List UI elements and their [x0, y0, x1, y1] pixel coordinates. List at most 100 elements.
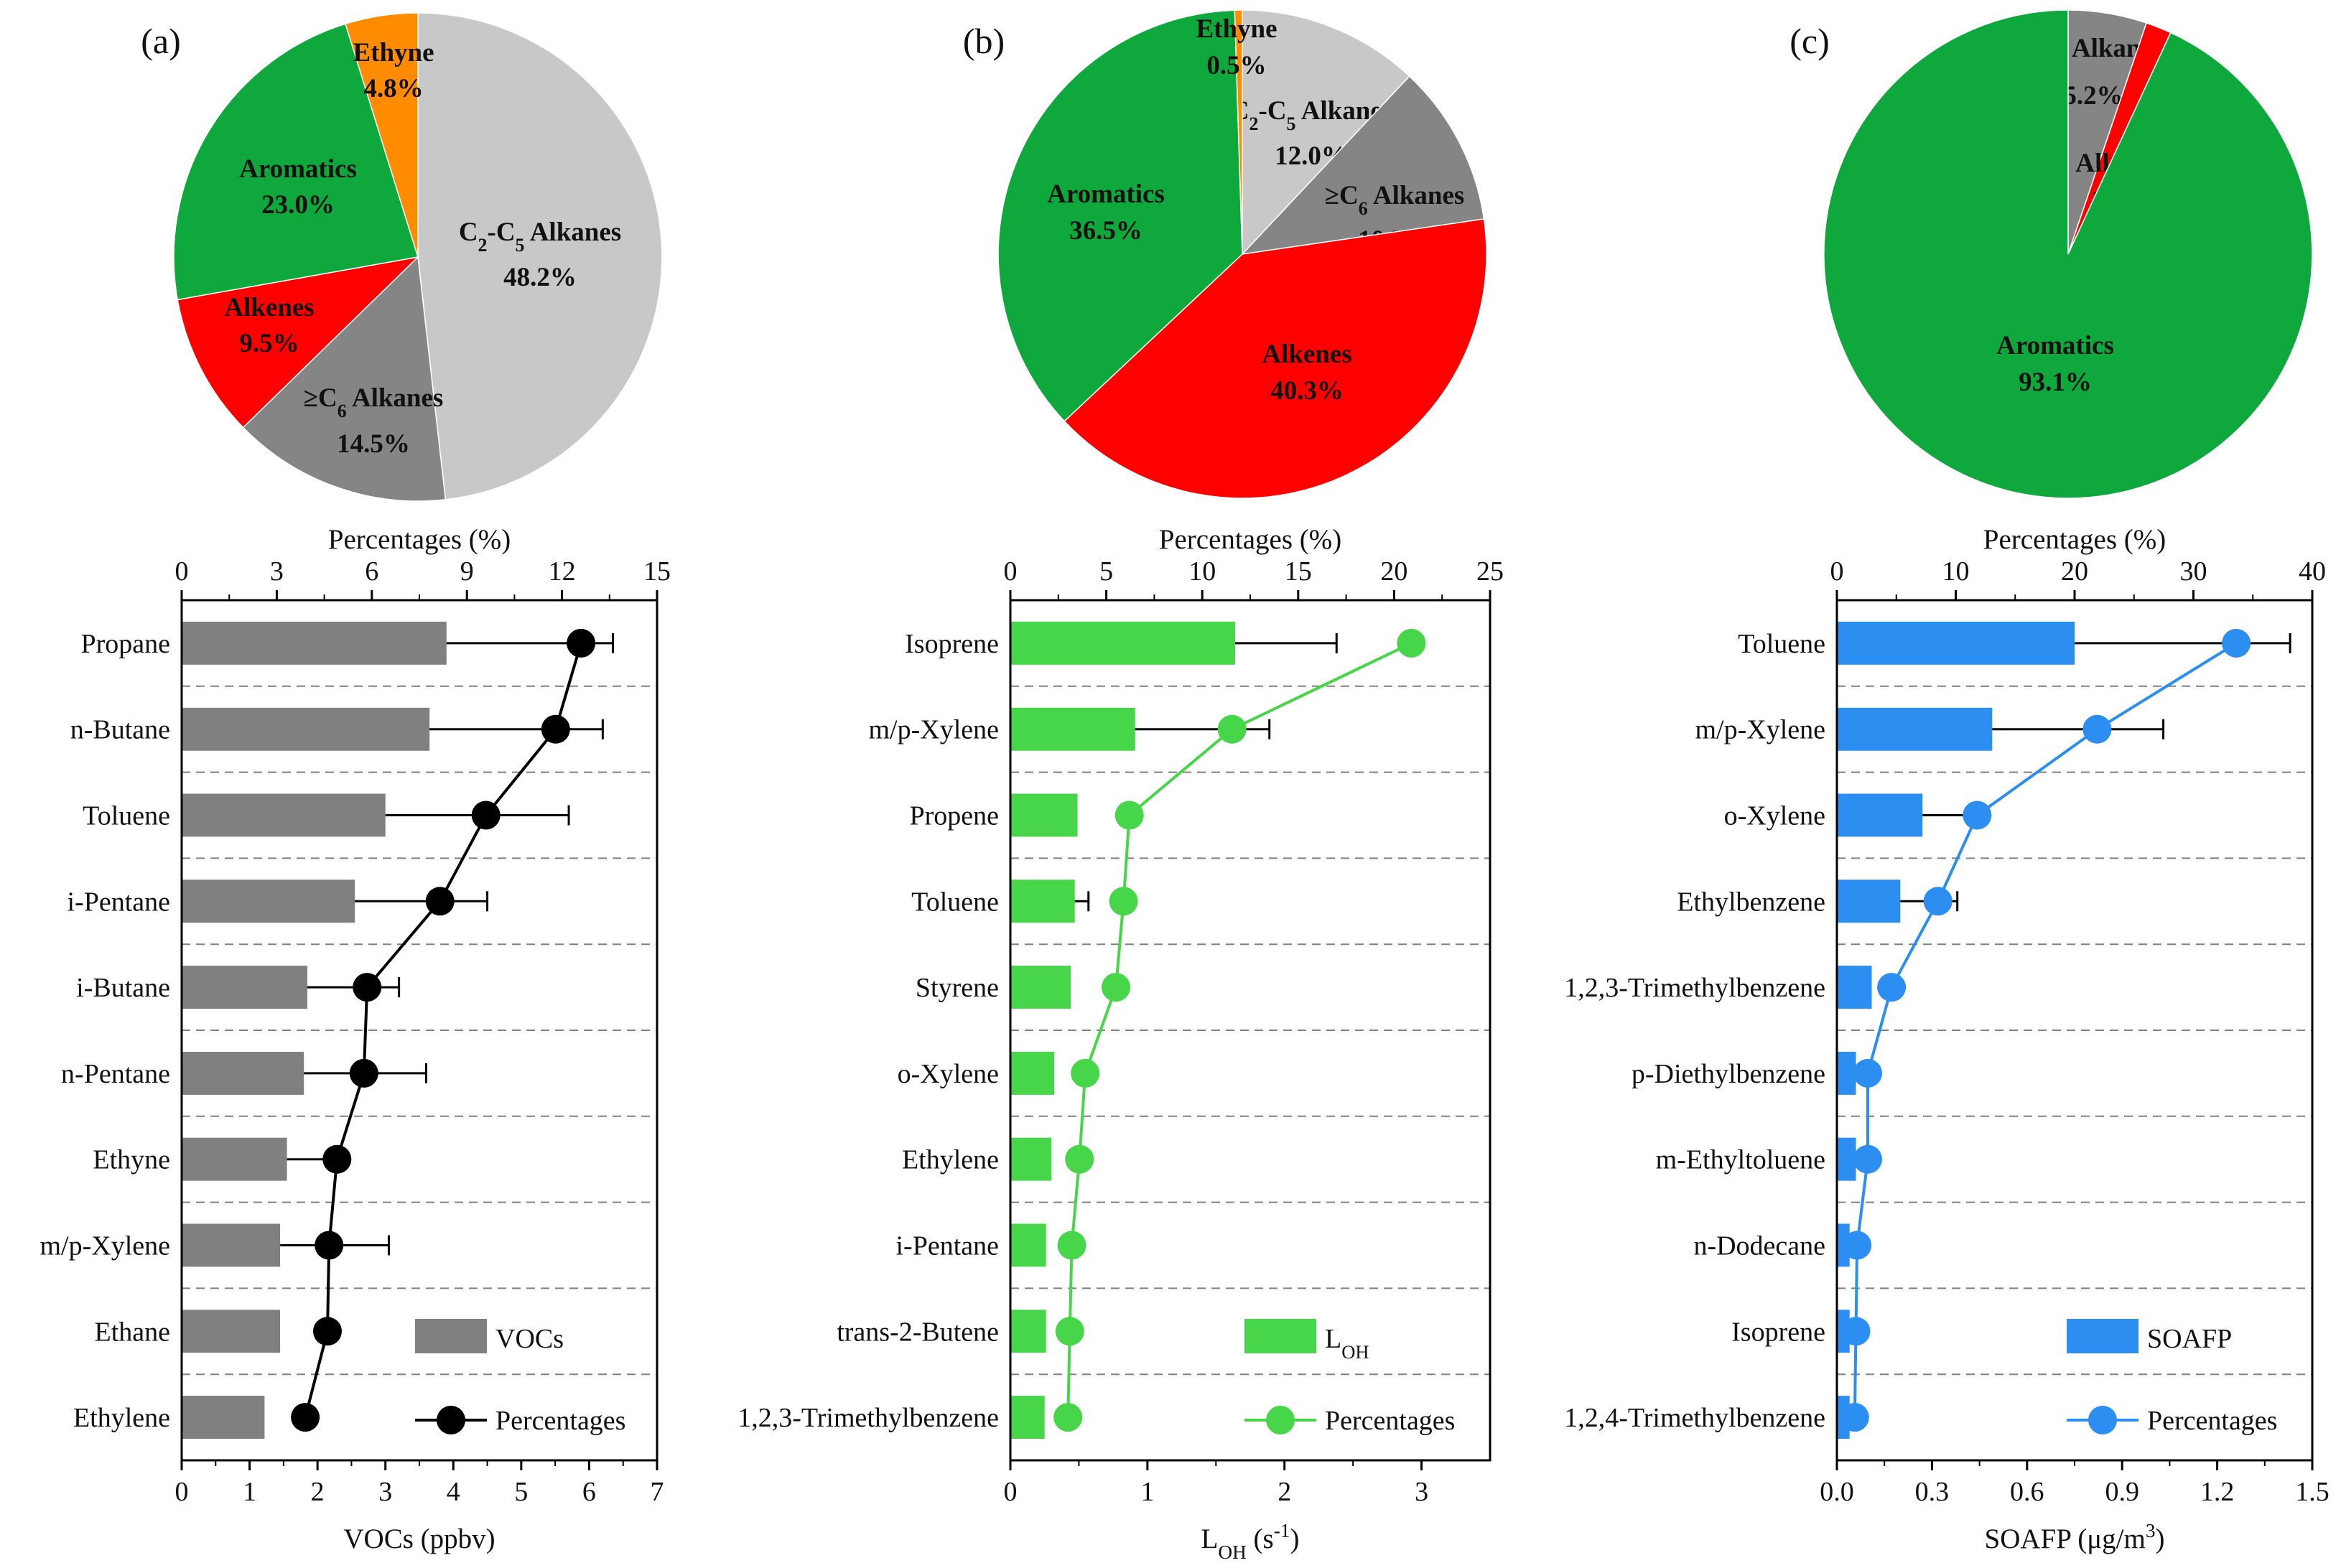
- pie-slice: [1234, 9, 1243, 255]
- category-label: m/p-Xylene: [1695, 715, 1825, 745]
- top-x-tick-label: 20: [1380, 556, 1407, 587]
- percentage-marker: [471, 801, 501, 830]
- x-tick-label: 6: [582, 1477, 596, 1507]
- bar: [1010, 1396, 1045, 1439]
- panel-letter: (a): [141, 21, 181, 61]
- bar: [1837, 879, 1901, 923]
- pie-slice-value: 9.5%: [239, 329, 299, 358]
- x-axis-title: VOCs (ppbv): [343, 1523, 495, 1554]
- percentage-marker: [1853, 1144, 1882, 1174]
- pie-slice-value: 48.2%: [503, 263, 577, 292]
- panel-letter: (b): [963, 21, 1005, 61]
- bar: [182, 1310, 281, 1353]
- pie-slice-label: Aromatics: [239, 154, 357, 184]
- category-label: Styrene: [916, 973, 999, 1003]
- x-tick-label: 7: [651, 1477, 664, 1507]
- percentage-marker: [541, 714, 570, 744]
- legend-line-label: Percentages: [495, 1406, 625, 1436]
- x-tick-label: 4: [447, 1477, 460, 1507]
- pie-slice: [345, 12, 419, 258]
- bar: [1010, 1137, 1052, 1181]
- bar: [1837, 793, 1923, 837]
- percentage-marker: [322, 1144, 352, 1174]
- bar: [182, 966, 307, 1009]
- percentage-marker: [1923, 887, 1953, 916]
- category-label: 1,2,3-Trimethylbenzene: [737, 1403, 999, 1433]
- bar: [1837, 707, 1993, 751]
- category-label: i-Butane: [76, 973, 170, 1003]
- pie-slice-value: 40.3%: [1270, 376, 1344, 406]
- percentage-marker: [1841, 1317, 1871, 1346]
- category-label: Propene: [909, 801, 999, 831]
- bar-chart-1: Propane n-Butane Toluene i-Pentane i-Butane n…: [39, 524, 671, 1554]
- x-tick-label: 0.0: [1820, 1477, 1854, 1507]
- category-label: 1,2,4-Trimethylbenzene: [1564, 1403, 1825, 1433]
- percentage-marker: [567, 628, 596, 658]
- x-tick-label: 0.6: [2010, 1477, 2044, 1507]
- pie-slice-value: 5.2%: [2063, 81, 2123, 111]
- pie-slice-label: Alkenes: [224, 293, 314, 322]
- bar: [1837, 1052, 1856, 1095]
- percentage-marker: [1853, 1058, 1882, 1088]
- x-tick-label: 3: [1415, 1477, 1428, 1507]
- bar: [182, 1396, 265, 1439]
- bar: [1837, 1137, 1856, 1181]
- percentage-marker: [1057, 1231, 1086, 1260]
- category-label: trans-2-Butene: [837, 1317, 999, 1347]
- percentage-line: [304, 643, 583, 1418]
- top-x-tick-label: 40: [2299, 556, 2326, 587]
- category-label: Ethylene: [902, 1145, 999, 1175]
- category-label: n-Dodecane: [1693, 1231, 1825, 1261]
- bar: [1010, 621, 1235, 665]
- category-label: Isoprene: [1731, 1317, 1825, 1347]
- x-tick-label: 2: [311, 1477, 325, 1507]
- pie-slice-value: 23.0%: [261, 190, 335, 220]
- category-label: p-Diethylbenzene: [1632, 1059, 1825, 1089]
- pie-slice: [173, 23, 419, 301]
- bar: [1010, 1310, 1046, 1353]
- percentage-marker: [1963, 801, 1992, 830]
- category-label: Ethyne: [93, 1145, 170, 1175]
- top-x-axis-title: Percentages (%): [1983, 524, 2166, 555]
- percentage-marker: [1843, 1231, 1872, 1260]
- pie-slice-value: 14.5%: [337, 429, 410, 459]
- pie-slice: [1240, 75, 1485, 256]
- category-label: o-Xylene: [898, 1059, 999, 1089]
- pie-slice-value: 0.5%: [1206, 51, 1266, 80]
- bar: [1010, 1052, 1055, 1095]
- category-label: Isoprene: [905, 629, 999, 659]
- category-label: n-Butane: [70, 715, 170, 745]
- x-tick-label: 3: [378, 1477, 392, 1507]
- x-tick-label: 1: [1140, 1477, 1154, 1507]
- percentage-line: [1853, 642, 2238, 1418]
- bar-chart-2: Isoprene m/p-Xylene Propene Toluene Styrene o…: [737, 524, 1504, 1563]
- top-x-tick-label: 0: [175, 556, 189, 587]
- top-x-axis-title: Percentages (%): [1159, 524, 1341, 555]
- pie-slice-label: Alkenes: [1262, 340, 1351, 369]
- legend-bar-label: VOCs: [495, 1324, 564, 1354]
- x-tick-label: 0: [175, 1477, 189, 1507]
- percentage-marker: [1102, 973, 1130, 1002]
- category-label: o-Xylene: [1724, 801, 1825, 831]
- legend-bar-label: LOH: [1325, 1324, 1369, 1363]
- legend-marker-swatch: [1266, 1406, 1295, 1434]
- pie-slice: [1242, 9, 1410, 256]
- category-label: m-Ethyltoluene: [1656, 1145, 1825, 1175]
- top-x-tick-label: 0: [1830, 556, 1844, 587]
- top-x-tick-label: 25: [1476, 556, 1504, 587]
- percentage-line: [1066, 642, 1412, 1418]
- pie-slice: [1823, 9, 2313, 499]
- category-label: Toluene: [1738, 629, 1825, 659]
- top-x-tick-label: 15: [1285, 556, 1312, 587]
- pie-slice-value: 36.5%: [1069, 216, 1142, 246]
- legend-bar-label: SOAFP: [2147, 1324, 2232, 1354]
- x-tick-label: 0.3: [1915, 1477, 1950, 1507]
- top-x-tick-label: 0: [1004, 556, 1018, 587]
- pie-slice: [997, 9, 1243, 422]
- legend-bar-swatch: [415, 1319, 487, 1353]
- top-x-tick-label: 3: [270, 556, 284, 587]
- category-label: m/p-Xylene: [868, 715, 999, 745]
- percentage-marker: [2082, 714, 2112, 744]
- percentage-marker: [1109, 887, 1138, 916]
